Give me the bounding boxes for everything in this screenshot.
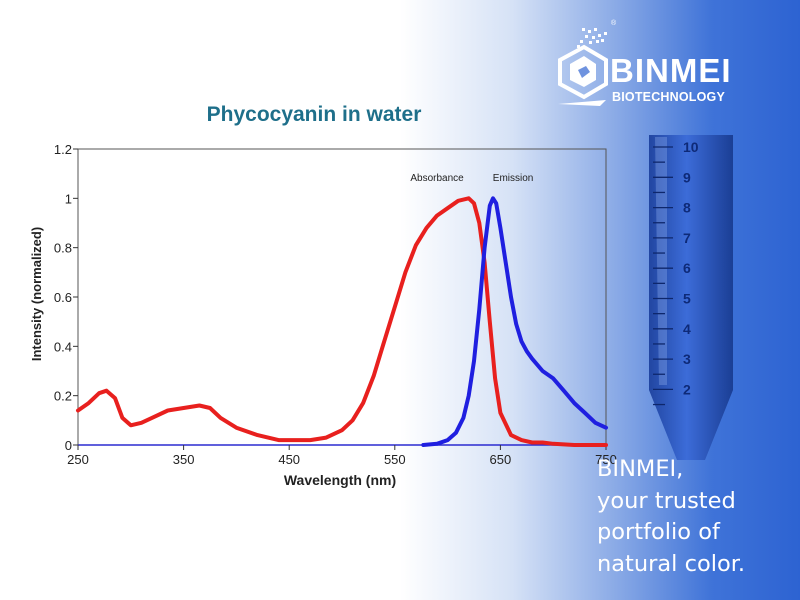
tube-scale-label: 7 bbox=[683, 230, 691, 246]
tube-scale-label: 5 bbox=[683, 291, 691, 307]
binmei-logo bbox=[558, 28, 608, 106]
tube-scale-label: 3 bbox=[683, 351, 691, 367]
slogan-line: natural color. bbox=[597, 550, 746, 577]
y-tick-label: 0.8 bbox=[54, 241, 72, 256]
y-tick-label: 1.2 bbox=[54, 142, 72, 157]
emission-line bbox=[421, 196, 608, 447]
tube-scale-label: 9 bbox=[683, 169, 691, 185]
y-tick-label: 0.4 bbox=[54, 339, 72, 354]
plot-frame bbox=[77, 148, 607, 446]
annotation-label: Absorbance bbox=[410, 173, 464, 184]
registered-mark: ® bbox=[611, 20, 617, 27]
tube-scale-label: 6 bbox=[683, 260, 691, 276]
x-tick-label: 450 bbox=[278, 452, 300, 467]
x-tick-label: 250 bbox=[67, 452, 89, 467]
y-tick-label: 0.2 bbox=[54, 389, 72, 404]
y-axis-label: Intensity (normalized) bbox=[29, 227, 44, 361]
absorbance-line bbox=[76, 196, 608, 447]
annotation-label: Emission bbox=[493, 173, 534, 184]
brand-subtitle: BIOTECHNOLOGY bbox=[612, 90, 726, 104]
y-tick-label: 0 bbox=[65, 438, 72, 453]
chart-title: Phycocyanin in water bbox=[207, 103, 422, 126]
x-tick-label: 650 bbox=[490, 452, 512, 467]
tube-scale-label: 8 bbox=[683, 200, 691, 216]
x-tick-label: 550 bbox=[384, 452, 406, 467]
slogan-line: your trusted bbox=[597, 487, 736, 514]
slogan: BINMEI, your trusted portfolio of natura… bbox=[597, 454, 745, 580]
y-tick-label: 0.6 bbox=[54, 290, 72, 305]
test-tube: 10 9 8 7 6 5 4 3 2 bbox=[649, 135, 733, 460]
slogan-line: portfolio of bbox=[597, 519, 720, 545]
y-tick-label: 1 bbox=[65, 191, 72, 206]
tube-scale-label: 2 bbox=[683, 381, 691, 397]
x-tick-label: 750 bbox=[595, 452, 617, 467]
brand-name: BINMEI bbox=[610, 52, 732, 89]
x-axis-label: Wavelength (nm) bbox=[284, 472, 396, 488]
x-tick-label: 350 bbox=[173, 452, 195, 467]
tube-scale-label: 4 bbox=[683, 321, 691, 337]
slogan-line: BINMEI, bbox=[597, 456, 684, 482]
tube-scale-label: 10 bbox=[683, 139, 699, 155]
